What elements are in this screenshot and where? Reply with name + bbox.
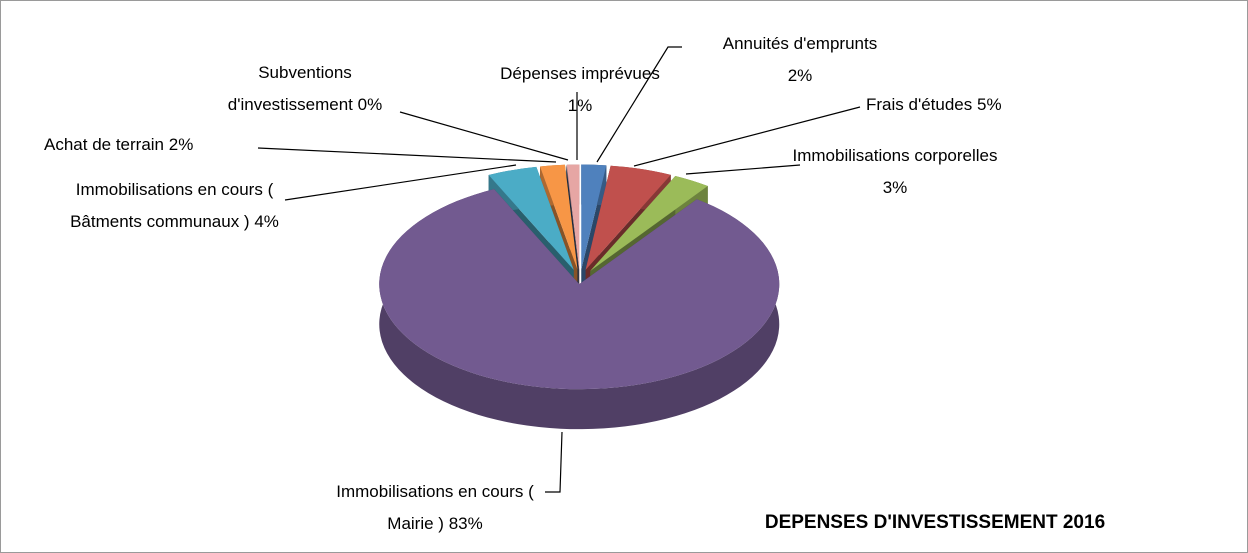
leader-line — [284, 164, 517, 201]
slice — [379, 189, 780, 390]
data-label: Annuités d'emprunts 2% — [722, 34, 878, 85]
data-label: Immobilisations en cours ( Bâtments comm… — [70, 180, 279, 231]
data-label: Immobilisations en cours ( Mairie ) 83% — [336, 482, 534, 533]
data-label: Frais d'études 5% — [866, 95, 1002, 114]
slice — [540, 164, 578, 270]
leader-lines — [257, 46, 861, 493]
leader-line — [685, 164, 801, 175]
leader-line — [399, 111, 569, 161]
pie — [379, 164, 780, 430]
data-label: Achat de terrain 2% — [44, 135, 194, 154]
leader-line — [545, 431, 563, 493]
slice — [581, 164, 607, 270]
leader-line — [596, 46, 682, 163]
slice — [585, 165, 671, 270]
slice — [488, 166, 574, 271]
slice — [566, 164, 580, 270]
slice — [590, 175, 708, 271]
leader-line — [257, 147, 557, 163]
leader-line — [633, 106, 861, 167]
data-label: Subventions d'investissement 0% — [227, 63, 383, 114]
data-label: Immobilisations corporelles 3% — [792, 146, 998, 197]
chart-title: DEPENSES D'INVESTISSEMENT 2016 — [764, 512, 1106, 533]
data-label: Dépenses imprévues 1% — [500, 64, 660, 115]
